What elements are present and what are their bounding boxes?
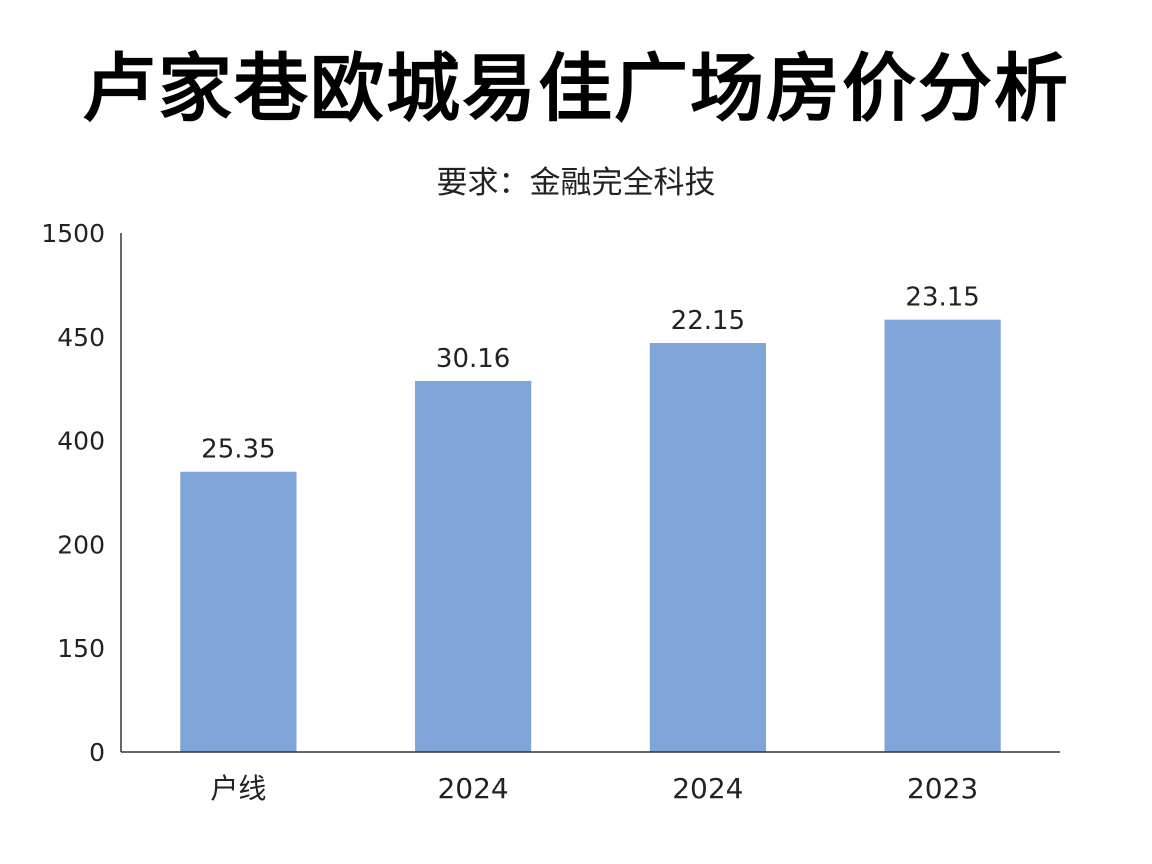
y-tick-label: 1500 <box>41 219 105 248</box>
bar <box>649 343 766 752</box>
x-category-label: 户线 <box>210 772 266 805</box>
bar-data-label: 25.35 <box>201 435 275 465</box>
y-tick-label: 200 <box>57 530 105 559</box>
data-labels-layer: 25.35 30.16 22.15 23.15 <box>201 283 980 465</box>
x-category-label: 2024 <box>672 772 743 805</box>
chart-subtitle: 要求：金融完全科技 <box>436 165 716 201</box>
bar-data-label: 22.15 <box>671 306 745 336</box>
x-category-label: 2023 <box>907 772 978 805</box>
bar-data-label: 30.16 <box>436 344 510 374</box>
y-tick-label: 0 <box>89 738 105 767</box>
bar <box>415 380 532 752</box>
bar <box>884 319 1001 752</box>
bar <box>180 471 297 752</box>
y-tick-label: 450 <box>57 323 105 352</box>
chart-title: 卢家巷欧城易佳广场房价分析 <box>82 46 1070 132</box>
bars-layer <box>180 319 1001 752</box>
y-tick-label: 150 <box>57 634 105 663</box>
x-category-label: 2024 <box>437 772 508 805</box>
y-tick-label: 400 <box>57 427 105 456</box>
bar-data-label: 23.15 <box>905 283 979 313</box>
x-categories-layer: 户线 2024 2024 2023 <box>210 772 978 805</box>
